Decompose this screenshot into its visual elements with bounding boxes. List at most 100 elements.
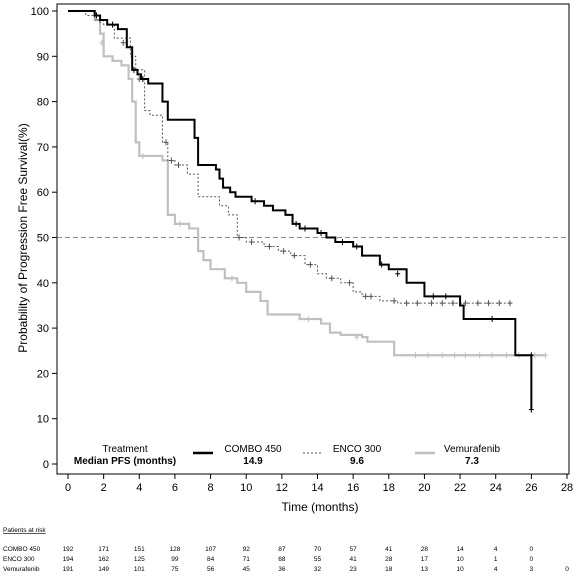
risk-value-enco: 68: [278, 556, 286, 563]
risk-value-vemu: 18: [385, 566, 393, 573]
censor-mark: [229, 275, 235, 282]
censor-mark: [177, 220, 183, 227]
y-tick-label: 70: [37, 142, 49, 154]
legend-median-combo: 14.9: [243, 456, 263, 467]
censor-mark: [368, 293, 374, 300]
y-tick-label: 20: [37, 368, 49, 380]
series-line-combo-450: [68, 10, 533, 410]
risk-row-label-enco: ENCO 300: [3, 556, 35, 563]
censor-mark: [307, 261, 313, 268]
censor-mark: [404, 300, 410, 307]
censor-mark: [462, 300, 468, 307]
censor-mark: [131, 66, 137, 73]
censor-mark: [489, 352, 495, 359]
censor-mark: [318, 229, 324, 236]
censor-mark: [379, 261, 385, 268]
plot-frame: [56, 3, 570, 475]
censor-mark: [291, 252, 297, 259]
censor-mark: [528, 406, 534, 413]
risk-value-enco: 41: [350, 556, 358, 563]
censor-mark: [528, 352, 534, 359]
censor-mark: [236, 234, 242, 241]
censor-mark: [496, 300, 502, 307]
censor-mark: [354, 334, 360, 341]
censor-mark: [281, 248, 287, 255]
series-line-enco-300: [68, 10, 510, 304]
y-tick-label: 80: [37, 97, 49, 109]
legend-label-vemu: Vemurafenib: [444, 444, 501, 455]
censor-mark: [443, 293, 449, 300]
risk-value-combo: 14: [456, 546, 464, 553]
risk-value-vemu: 191: [63, 566, 74, 573]
censor-mark: [94, 12, 100, 19]
risk-value-enco: 28: [385, 556, 393, 563]
censor-mark: [503, 352, 509, 359]
x-tick-label: 18: [383, 482, 395, 494]
censor-mark: [391, 297, 397, 304]
risk-value-combo: 70: [314, 546, 322, 553]
risk-value-combo: 192: [63, 546, 74, 553]
censor-mark: [507, 300, 513, 307]
risk-value-vemu: 23: [350, 566, 358, 573]
risk-value-vemu: 10: [456, 566, 464, 573]
risk-value-vemu: 101: [134, 566, 145, 573]
y-tick-label: 100: [31, 6, 49, 18]
y-axis-title: Probability of Progression Free Survival…: [16, 123, 30, 352]
censor-mark: [339, 239, 345, 246]
legend-label-enco: ENCO 300: [333, 444, 382, 455]
censor-mark: [249, 239, 255, 246]
risk-value-enco: 99: [171, 556, 179, 563]
censor-mark: [266, 243, 272, 250]
censor-mark: [168, 157, 174, 164]
x-tick-label: 26: [525, 482, 537, 494]
x-tick-label: 22: [454, 482, 466, 494]
x-tick-label: 8: [208, 482, 214, 494]
risk-value-vemu: 36: [278, 566, 286, 573]
censor-mark: [120, 39, 126, 46]
censor-mark: [430, 293, 436, 300]
y-tick-label: 40: [37, 278, 49, 290]
legend-label-combo: COMBO 450: [224, 444, 282, 455]
censor-mark: [252, 198, 258, 205]
x-tick-label: 24: [490, 482, 502, 494]
risk-value-combo: 92: [243, 546, 251, 553]
risk-value-vemu: 13: [421, 566, 429, 573]
censor-mark: [329, 275, 335, 282]
censor-mark: [175, 162, 181, 169]
censor-mark: [439, 300, 445, 307]
legend-subtitle: Median PFS (months): [74, 456, 176, 467]
censor-mark: [293, 220, 299, 227]
censor-mark: [363, 293, 369, 300]
x-tick-label: 2: [101, 482, 107, 494]
risk-value-combo: 57: [350, 546, 358, 553]
censor-mark: [354, 243, 360, 250]
legend-median-enco: 9.6: [350, 456, 364, 467]
x-tick-label: 28: [561, 482, 573, 494]
risk-value-enco: 162: [98, 556, 109, 563]
series-line-vemurafenib: [68, 9, 546, 357]
censor-mark: [475, 300, 481, 307]
risk-value-combo: 151: [134, 546, 145, 553]
risk-value-enco: 0: [530, 556, 534, 563]
legend-median-vemu: 7.3: [465, 456, 479, 467]
y-tick-label: 30: [37, 323, 49, 335]
risk-value-combo: 4: [494, 546, 498, 553]
risk-value-vemu: 32: [314, 566, 322, 573]
censor-mark: [302, 225, 308, 232]
risk-value-enco: 17: [421, 556, 429, 563]
censor-mark: [110, 21, 116, 28]
x-tick-label: 16: [347, 482, 359, 494]
censor-mark: [477, 352, 483, 359]
censor-mark: [413, 352, 419, 359]
x-tick-label: 12: [276, 482, 288, 494]
x-tick-label: 14: [311, 482, 323, 494]
x-tick-label: 0: [65, 482, 71, 494]
censor-mark: [486, 300, 492, 307]
censor-mark: [543, 352, 549, 359]
y-tick-label: 60: [37, 187, 49, 199]
risk-table-title: Patients at risk: [3, 527, 46, 534]
survival-curves: [68, 9, 549, 413]
y-tick-label: 10: [37, 414, 49, 426]
risk-value-vemu: 0: [565, 566, 569, 573]
censor-mark: [414, 300, 420, 307]
